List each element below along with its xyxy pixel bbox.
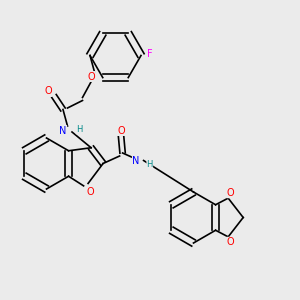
Text: H: H bbox=[76, 125, 82, 134]
Text: O: O bbox=[227, 188, 234, 198]
Text: H: H bbox=[147, 160, 153, 169]
Text: O: O bbox=[88, 71, 95, 82]
Text: O: O bbox=[44, 86, 52, 97]
Text: N: N bbox=[59, 125, 67, 136]
Text: F: F bbox=[147, 49, 152, 59]
Text: O: O bbox=[227, 237, 234, 247]
Text: O: O bbox=[117, 125, 125, 136]
Text: N: N bbox=[132, 155, 140, 166]
Text: O: O bbox=[87, 188, 94, 197]
